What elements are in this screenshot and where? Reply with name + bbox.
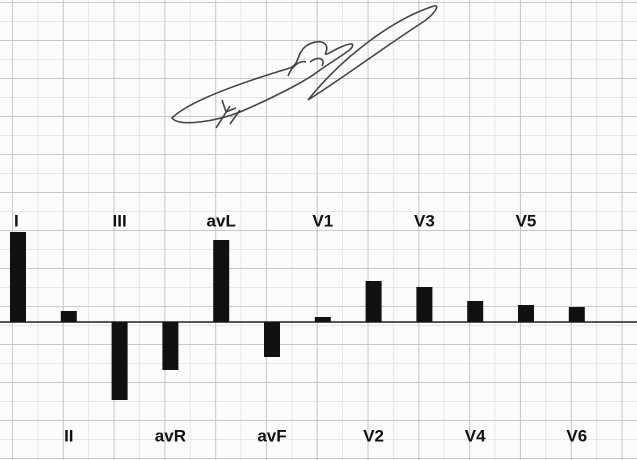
bar [365,281,382,322]
bar [10,232,26,322]
signature [170,4,438,129]
bar [264,322,280,357]
lead-label: avL [207,211,236,230]
lead-label: V3 [414,211,435,230]
bar [60,311,77,322]
bar [213,240,230,322]
bar [314,317,331,322]
bar [162,322,179,370]
bar [467,301,484,322]
lead-label: V4 [465,426,486,445]
lead-label: V6 [566,426,587,445]
lead-label: III [113,211,127,230]
lead-label: V1 [312,211,333,230]
bar [568,307,585,322]
lead-label: avR [155,426,186,445]
lead-label: I [14,211,19,230]
bar [518,305,534,322]
bar [111,322,128,400]
bar [416,287,433,322]
lead-label: avF [257,426,286,445]
lead-label: II [64,426,73,445]
lead-label: V2 [363,426,384,445]
lead-label: V5 [516,211,537,230]
